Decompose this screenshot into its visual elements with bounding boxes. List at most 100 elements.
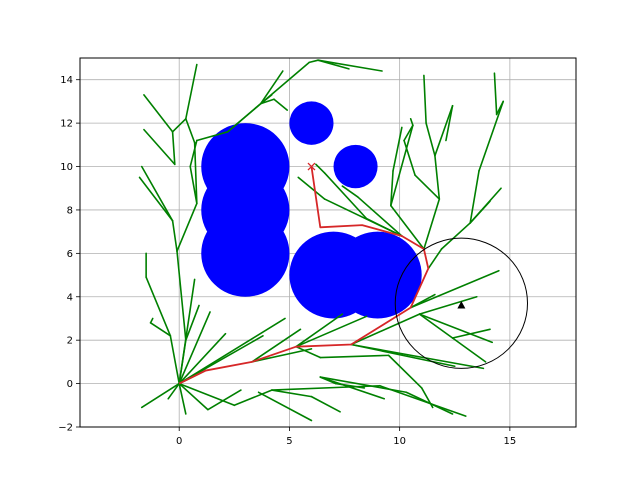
tree-edge (178, 317, 286, 385)
tree-edge (414, 174, 441, 200)
tree-edge (297, 176, 326, 200)
x-axis: 0 5 10 15 (176, 427, 516, 447)
tree-edge (295, 315, 368, 348)
tree-edge (409, 117, 414, 127)
tree-edge (434, 104, 454, 157)
y-tick-label: 6 (67, 249, 73, 260)
tree-edge (409, 269, 500, 309)
x-tick-label: 10 (393, 436, 406, 447)
tree-edge (425, 122, 436, 157)
tree-edge (257, 391, 313, 422)
tree-edge (495, 100, 505, 116)
tree-edge (169, 335, 180, 385)
tree-edge (356, 196, 403, 237)
tree-edge (308, 59, 319, 64)
tree-edge (207, 389, 242, 411)
tree-edge (138, 176, 174, 222)
solution-path (178, 166, 430, 385)
tree-edges (138, 59, 505, 422)
goal-marker (457, 300, 466, 309)
tree-edge (319, 376, 337, 385)
tree-edge (149, 317, 154, 324)
tree-edge (310, 395, 341, 413)
tree-edge (350, 343, 485, 370)
tree-edge (251, 328, 302, 363)
tree-edge (178, 332, 227, 385)
tree-edge (334, 382, 366, 389)
tree-edge (379, 384, 467, 417)
tree-edge (445, 104, 454, 142)
tree-edge (178, 382, 236, 407)
obstacles (201, 101, 422, 319)
tree-edge (143, 128, 176, 166)
tree-edge (140, 382, 180, 409)
goal-region (394, 237, 529, 369)
tree-edge (323, 198, 403, 237)
tree-edge (176, 250, 187, 341)
tree-edge (418, 295, 478, 315)
obstacle-circle (201, 209, 290, 297)
tree-edge (451, 337, 487, 363)
x-tick-label: 5 (286, 436, 292, 447)
tree-edge (140, 165, 174, 222)
tree-edge (451, 328, 491, 339)
markers (307, 162, 466, 309)
tree-edge (251, 348, 313, 363)
x-tick-label: 0 (176, 436, 182, 447)
y-tick-label: 2 (67, 336, 73, 347)
tree-edge (167, 382, 180, 400)
tree-edge (469, 200, 491, 224)
tree-edge (418, 313, 454, 339)
tree-edge (145, 276, 172, 337)
start-marker (307, 162, 316, 171)
y-tick-label: 0 (67, 379, 73, 390)
tree-edge (178, 278, 196, 385)
tree-edge (469, 170, 480, 224)
tree-edge (440, 222, 471, 250)
tree-edge (478, 100, 505, 172)
tree-edge (423, 198, 441, 250)
tree-edge (259, 70, 284, 105)
tree-edge (493, 72, 498, 116)
tree-edge (233, 389, 273, 407)
tree-edge (259, 98, 275, 105)
obstacle-circle (333, 144, 378, 189)
tree-edge (403, 139, 416, 177)
tree-edge (226, 61, 311, 133)
y-tick-label: 10 (60, 162, 73, 173)
tree-edge (387, 354, 423, 389)
tree-edge (423, 74, 427, 124)
tree-edge (196, 131, 229, 142)
tree-edge (317, 59, 383, 72)
y-axis: −2 0 2 4 6 8 10 12 14 (58, 75, 80, 434)
tree-edge (295, 313, 344, 348)
tree-edge (295, 345, 322, 359)
tree-edge (420, 387, 434, 409)
goal-circle (394, 237, 529, 369)
obstacle-circle (289, 101, 334, 145)
tree-edge (319, 376, 386, 400)
obstacle-circle (333, 231, 422, 319)
tree-edge (176, 202, 198, 252)
axes-frame (79, 57, 577, 428)
tree-edge (171, 117, 187, 133)
tree-edge (403, 124, 414, 142)
tree-edge (178, 382, 187, 415)
tree-edge (315, 163, 326, 174)
tree-edge (185, 304, 200, 341)
tree-edge (390, 124, 414, 207)
tree-edge (171, 131, 176, 166)
tree-edge (189, 165, 198, 205)
tree-edge (189, 139, 198, 168)
tree-edge (273, 98, 289, 111)
y-tick-label: 12 (60, 119, 73, 130)
y-tick-label: 4 (67, 292, 73, 303)
path-line (178, 166, 430, 385)
tree-edge (171, 219, 178, 252)
tree-edge (350, 313, 421, 346)
y-tick-label: 8 (67, 205, 73, 216)
tree-edge (427, 248, 443, 270)
tree-edge (185, 117, 196, 144)
tree-edge (323, 172, 368, 220)
